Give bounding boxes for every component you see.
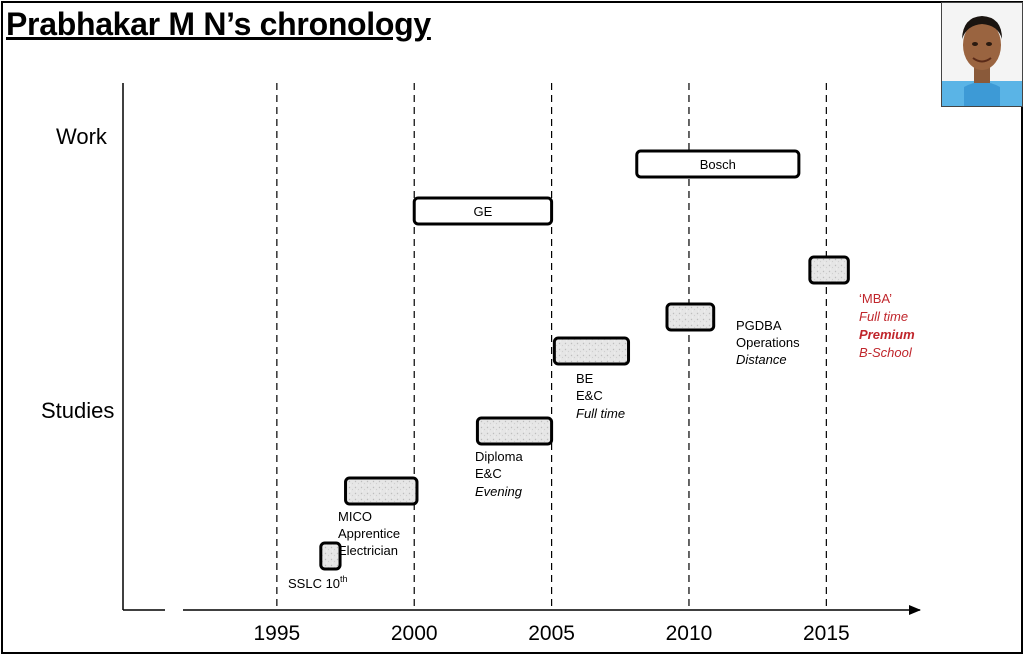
study-bar-sslc [319,541,342,571]
study-bar-diploma [475,416,554,446]
annotation-sslc: SSLC 10th [288,574,348,591]
row-label-work: Work [56,124,108,149]
annotation-mba-line-2: Full time [859,309,908,324]
x-tick-label-2000: 2000 [391,622,438,645]
x-tick-label-2005: 2005 [528,622,575,645]
annotation-mico: MICO Apprentice Electrician [338,509,400,558]
annotation-mico-line-2: Apprentice [338,526,400,541]
x-tick-label-1995: 1995 [253,622,300,645]
study-bar-mico [344,476,419,506]
work-bar-bosch: Bosch [635,149,801,179]
annotation-pgdba-line-3: Distance [736,352,787,367]
work-bar-label: GE [474,204,493,219]
x-tick-label-2015: 2015 [803,622,850,645]
annotation-be-line-1: BE [576,371,594,386]
annotation-mba-line-4: B-School [859,345,913,360]
study-bar-pgdba [665,302,716,332]
profile-photo [941,2,1023,107]
annotation-mba-line-3: Premium [859,327,915,342]
work-bar-label: Bosch [700,157,736,172]
work-bar-rect [635,149,801,179]
work-bar-ge: GE [412,196,554,226]
portrait-image [942,3,1022,106]
annotation-mba: ‘MBA’ Full time Premium B-School [859,291,915,360]
annotation-diploma: Diploma E&C Evening [475,449,523,499]
annotation-diploma-line-3: Evening [475,484,523,499]
annotation-sslc-text: SSLC 10th [288,574,348,591]
annotation-mico-line-3: Electrician [338,543,398,558]
x-tick-label-2010: 2010 [666,622,713,645]
annotation-pgdba-line-2: Operations [736,335,800,350]
work-bar-rect [412,196,554,226]
annotation-pgdba-line-1: PGDBA [736,318,782,333]
annotation-be-line-3: Full time [576,406,625,421]
study-bar-be [552,336,631,366]
row-label-studies: Studies [41,398,114,423]
annotation-diploma-line-2: E&C [475,466,502,481]
annotation-be-line-2: E&C [576,388,603,403]
annotation-mico-line-1: MICO [338,509,372,524]
study-bar-mba [808,255,850,285]
annotation-diploma-line-1: Diploma [475,449,523,464]
page-title: Prabhakar M N’s chronology [6,6,431,42]
annotation-pgdba: PGDBA Operations Distance [736,318,800,367]
annotation-mba-line-1: ‘MBA’ [859,291,892,306]
annotation-be: BE E&C Full time [576,371,625,421]
